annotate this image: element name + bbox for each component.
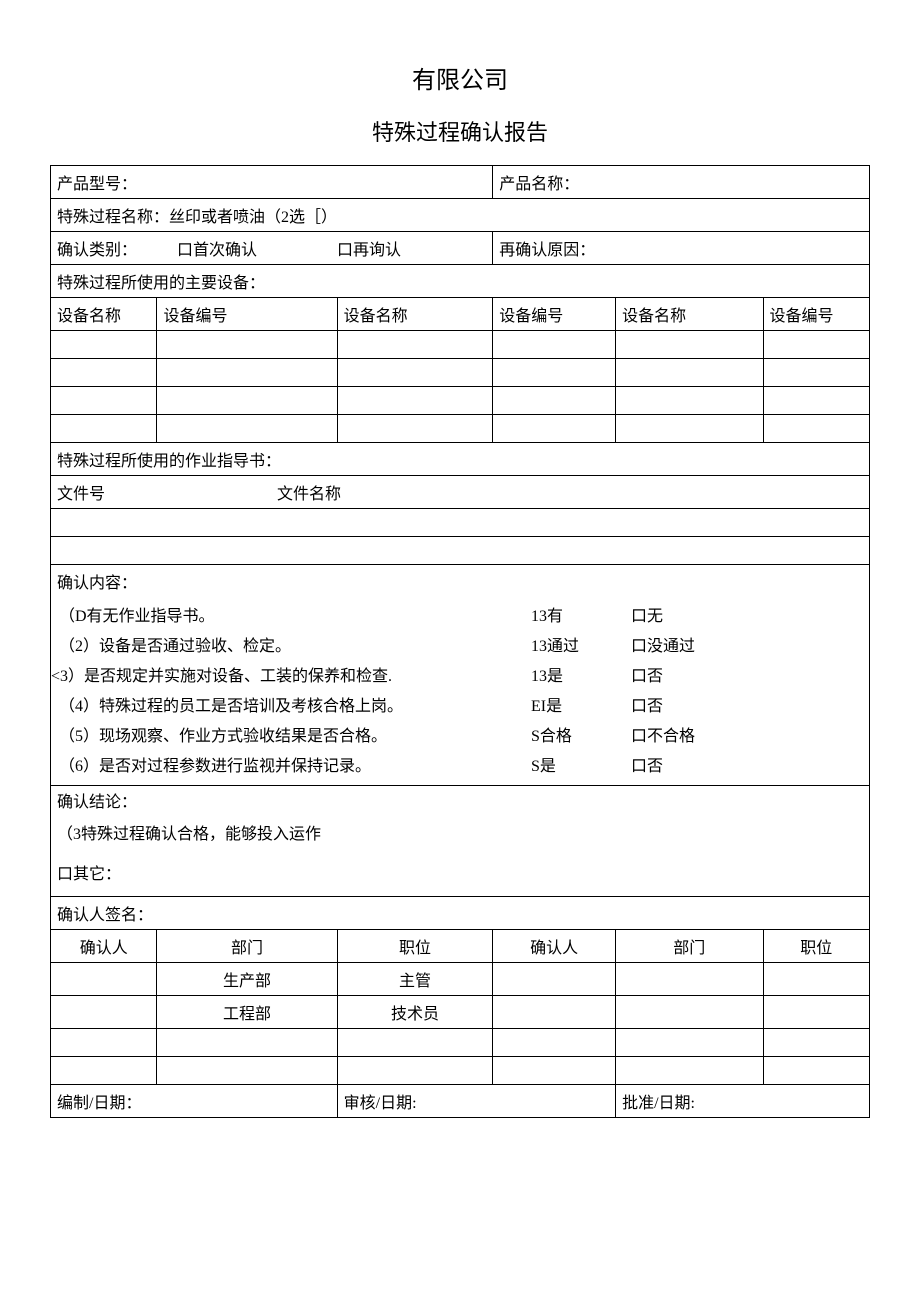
signer-row: 工程部 技术员	[51, 996, 870, 1029]
signer-row: 生产部 主管	[51, 963, 870, 996]
confirm-type-again[interactable]: 口再询认	[331, 232, 492, 264]
signer-row	[51, 1057, 870, 1085]
confirm-content-label: 确认内容：	[51, 569, 869, 599]
conclusion-cell: 确认结论： （3特殊过程确认合格，能够投入运作 口其它：	[51, 786, 870, 897]
equip-no-h3: 设备编号	[763, 298, 870, 331]
product-name-cell: 产品名称：	[493, 166, 870, 199]
report-table: 产品型号： 产品名称： 特殊过程名称：丝印或者喷油（2选［） 确认类别： 口首次…	[50, 165, 870, 1118]
content-a1[interactable]: S合格	[531, 722, 631, 746]
doc-name-label: 文件名称	[277, 480, 863, 504]
sign-cell[interactable]	[493, 963, 616, 996]
content-item-1: （D有无作业指导书。 13有 口无	[51, 599, 869, 629]
reconfirm-reason-cell: 再确认原因：	[493, 232, 870, 265]
company-title: 有限公司	[50, 60, 870, 95]
product-model-cell: 产品型号：	[51, 166, 493, 199]
sign-cell[interactable]	[493, 996, 616, 1029]
content-item-6: （6）是否对过程参数进行监视并保持记录。 S是 口否	[51, 749, 869, 779]
confirm-content-cell: 确认内容： （D有无作业指导书。 13有 口无 （2）设备是否通过验收、检定。 …	[51, 565, 870, 786]
sign-cell[interactable]	[616, 963, 763, 996]
sign-cell[interactable]: 工程部	[157, 996, 337, 1029]
instruction-used-label: 特殊过程所使用的作业指导书：	[51, 443, 869, 476]
sign-cell[interactable]	[157, 1057, 337, 1085]
content-q: （2）设备是否通过验收、检定。	[51, 632, 531, 656]
date-prepare-cell[interactable]: 编制/日期：	[51, 1085, 338, 1118]
equip-no-h1: 设备编号	[157, 298, 337, 331]
content-a2[interactable]: 口否	[631, 692, 869, 716]
content-item-2: （2）设备是否通过验收、检定。 13通过 口没通过	[51, 629, 869, 659]
process-name-cell: 特殊过程名称：丝印或者喷油（2选［）	[51, 199, 870, 232]
sign-cell[interactable]	[51, 996, 157, 1029]
sign-cell[interactable]	[763, 1029, 870, 1057]
signer-label: 确认人签名：	[51, 897, 870, 930]
signer-header-row: 确认人 部门 职位 确认人 部门 职位	[51, 930, 870, 963]
sign-h-dept2: 部门	[616, 930, 763, 963]
sign-h-position: 职位	[337, 930, 493, 963]
equipment-used-label: 特殊过程所使用的主要设备：	[51, 265, 870, 298]
sign-cell[interactable]: 生产部	[157, 963, 337, 996]
content-item-5: （5）现场观察、作业方式验收结果是否合格。 S合格 口不合格	[51, 719, 869, 749]
sign-cell[interactable]	[616, 996, 763, 1029]
equipment-row	[51, 387, 870, 415]
equip-name-h2: 设备名称	[337, 298, 493, 331]
sign-cell[interactable]	[616, 1057, 763, 1085]
sign-cell[interactable]	[51, 1057, 157, 1085]
content-a2[interactable]: 口否	[631, 752, 869, 776]
confirm-type-cell: 确认类别： 口首次确认 口再询认	[51, 232, 493, 265]
equipment-header-row: 设备名称 设备编号 设备名称 设备编号 设备名称 设备编号	[51, 298, 870, 331]
sign-cell[interactable]	[157, 1029, 337, 1057]
content-a1[interactable]: EI是	[531, 692, 631, 716]
sign-h-person2: 确认人	[493, 930, 616, 963]
doc-no-label: 文件号	[57, 480, 277, 504]
equip-no-h2: 设备编号	[493, 298, 616, 331]
sign-h-person: 确认人	[51, 930, 157, 963]
equip-name-h1: 设备名称	[51, 298, 157, 331]
date-approve-cell[interactable]: 批准/日期:	[616, 1085, 870, 1118]
content-q: <3）是否规定并实施对设备、工装的保养和检查.	[51, 662, 531, 686]
content-item-3: <3）是否规定并实施对设备、工装的保养和检查. 13是 口否	[51, 659, 869, 689]
signer-row	[51, 1029, 870, 1057]
equipment-row	[51, 331, 870, 359]
confirm-type-first[interactable]: 口首次确认	[171, 232, 331, 264]
sign-h-position2: 职位	[763, 930, 870, 963]
report-title: 特殊过程确认报告	[50, 115, 870, 147]
date-review-cell[interactable]: 审核/日期:	[337, 1085, 615, 1118]
sign-cell[interactable]	[763, 963, 870, 996]
sign-cell[interactable]	[493, 1029, 616, 1057]
sign-cell[interactable]	[763, 996, 870, 1029]
sign-cell[interactable]	[51, 1029, 157, 1057]
equip-name-h3: 设备名称	[616, 298, 763, 331]
conclusion-other[interactable]: 口其它：	[57, 852, 863, 892]
sign-h-dept: 部门	[157, 930, 337, 963]
sign-cell[interactable]	[616, 1029, 763, 1057]
content-a1[interactable]: 13有	[531, 602, 631, 626]
sign-cell[interactable]	[337, 1029, 493, 1057]
sign-cell[interactable]	[763, 1057, 870, 1085]
content-q: （6）是否对过程参数进行监视并保持记录。	[51, 752, 531, 776]
sign-cell[interactable]: 主管	[337, 963, 493, 996]
instruction-used-cell: 特殊过程所使用的作业指导书： 文件号 文件名称	[51, 443, 870, 509]
equipment-row	[51, 359, 870, 387]
sign-cell[interactable]	[337, 1057, 493, 1085]
conclusion-label: 确认结论：	[57, 788, 863, 812]
content-q: （4）特殊过程的员工是否培训及考核合格上岗。	[51, 692, 531, 716]
sign-cell[interactable]	[51, 963, 157, 996]
equipment-row	[51, 415, 870, 443]
conclusion-pass[interactable]: （3特殊过程确认合格，能够投入运作	[57, 812, 863, 852]
confirm-type-label: 确认类别：	[51, 232, 171, 264]
content-a2[interactable]: 口无	[631, 602, 869, 626]
content-a2[interactable]: 口否	[631, 662, 869, 686]
content-a1[interactable]: 13是	[531, 662, 631, 686]
content-a2[interactable]: 口不合格	[631, 722, 869, 746]
sign-cell[interactable]	[493, 1057, 616, 1085]
instruction-row	[51, 537, 870, 565]
content-a1[interactable]: 13通过	[531, 632, 631, 656]
content-item-4: （4）特殊过程的员工是否培训及考核合格上岗。 EI是 口否	[51, 689, 869, 719]
content-a2[interactable]: 口没通过	[631, 632, 869, 656]
content-q: （D有无作业指导书。	[51, 602, 531, 626]
sign-cell[interactable]: 技术员	[337, 996, 493, 1029]
instruction-row	[51, 509, 870, 537]
content-q: （5）现场观察、作业方式验收结果是否合格。	[51, 722, 531, 746]
content-a1[interactable]: S是	[531, 752, 631, 776]
